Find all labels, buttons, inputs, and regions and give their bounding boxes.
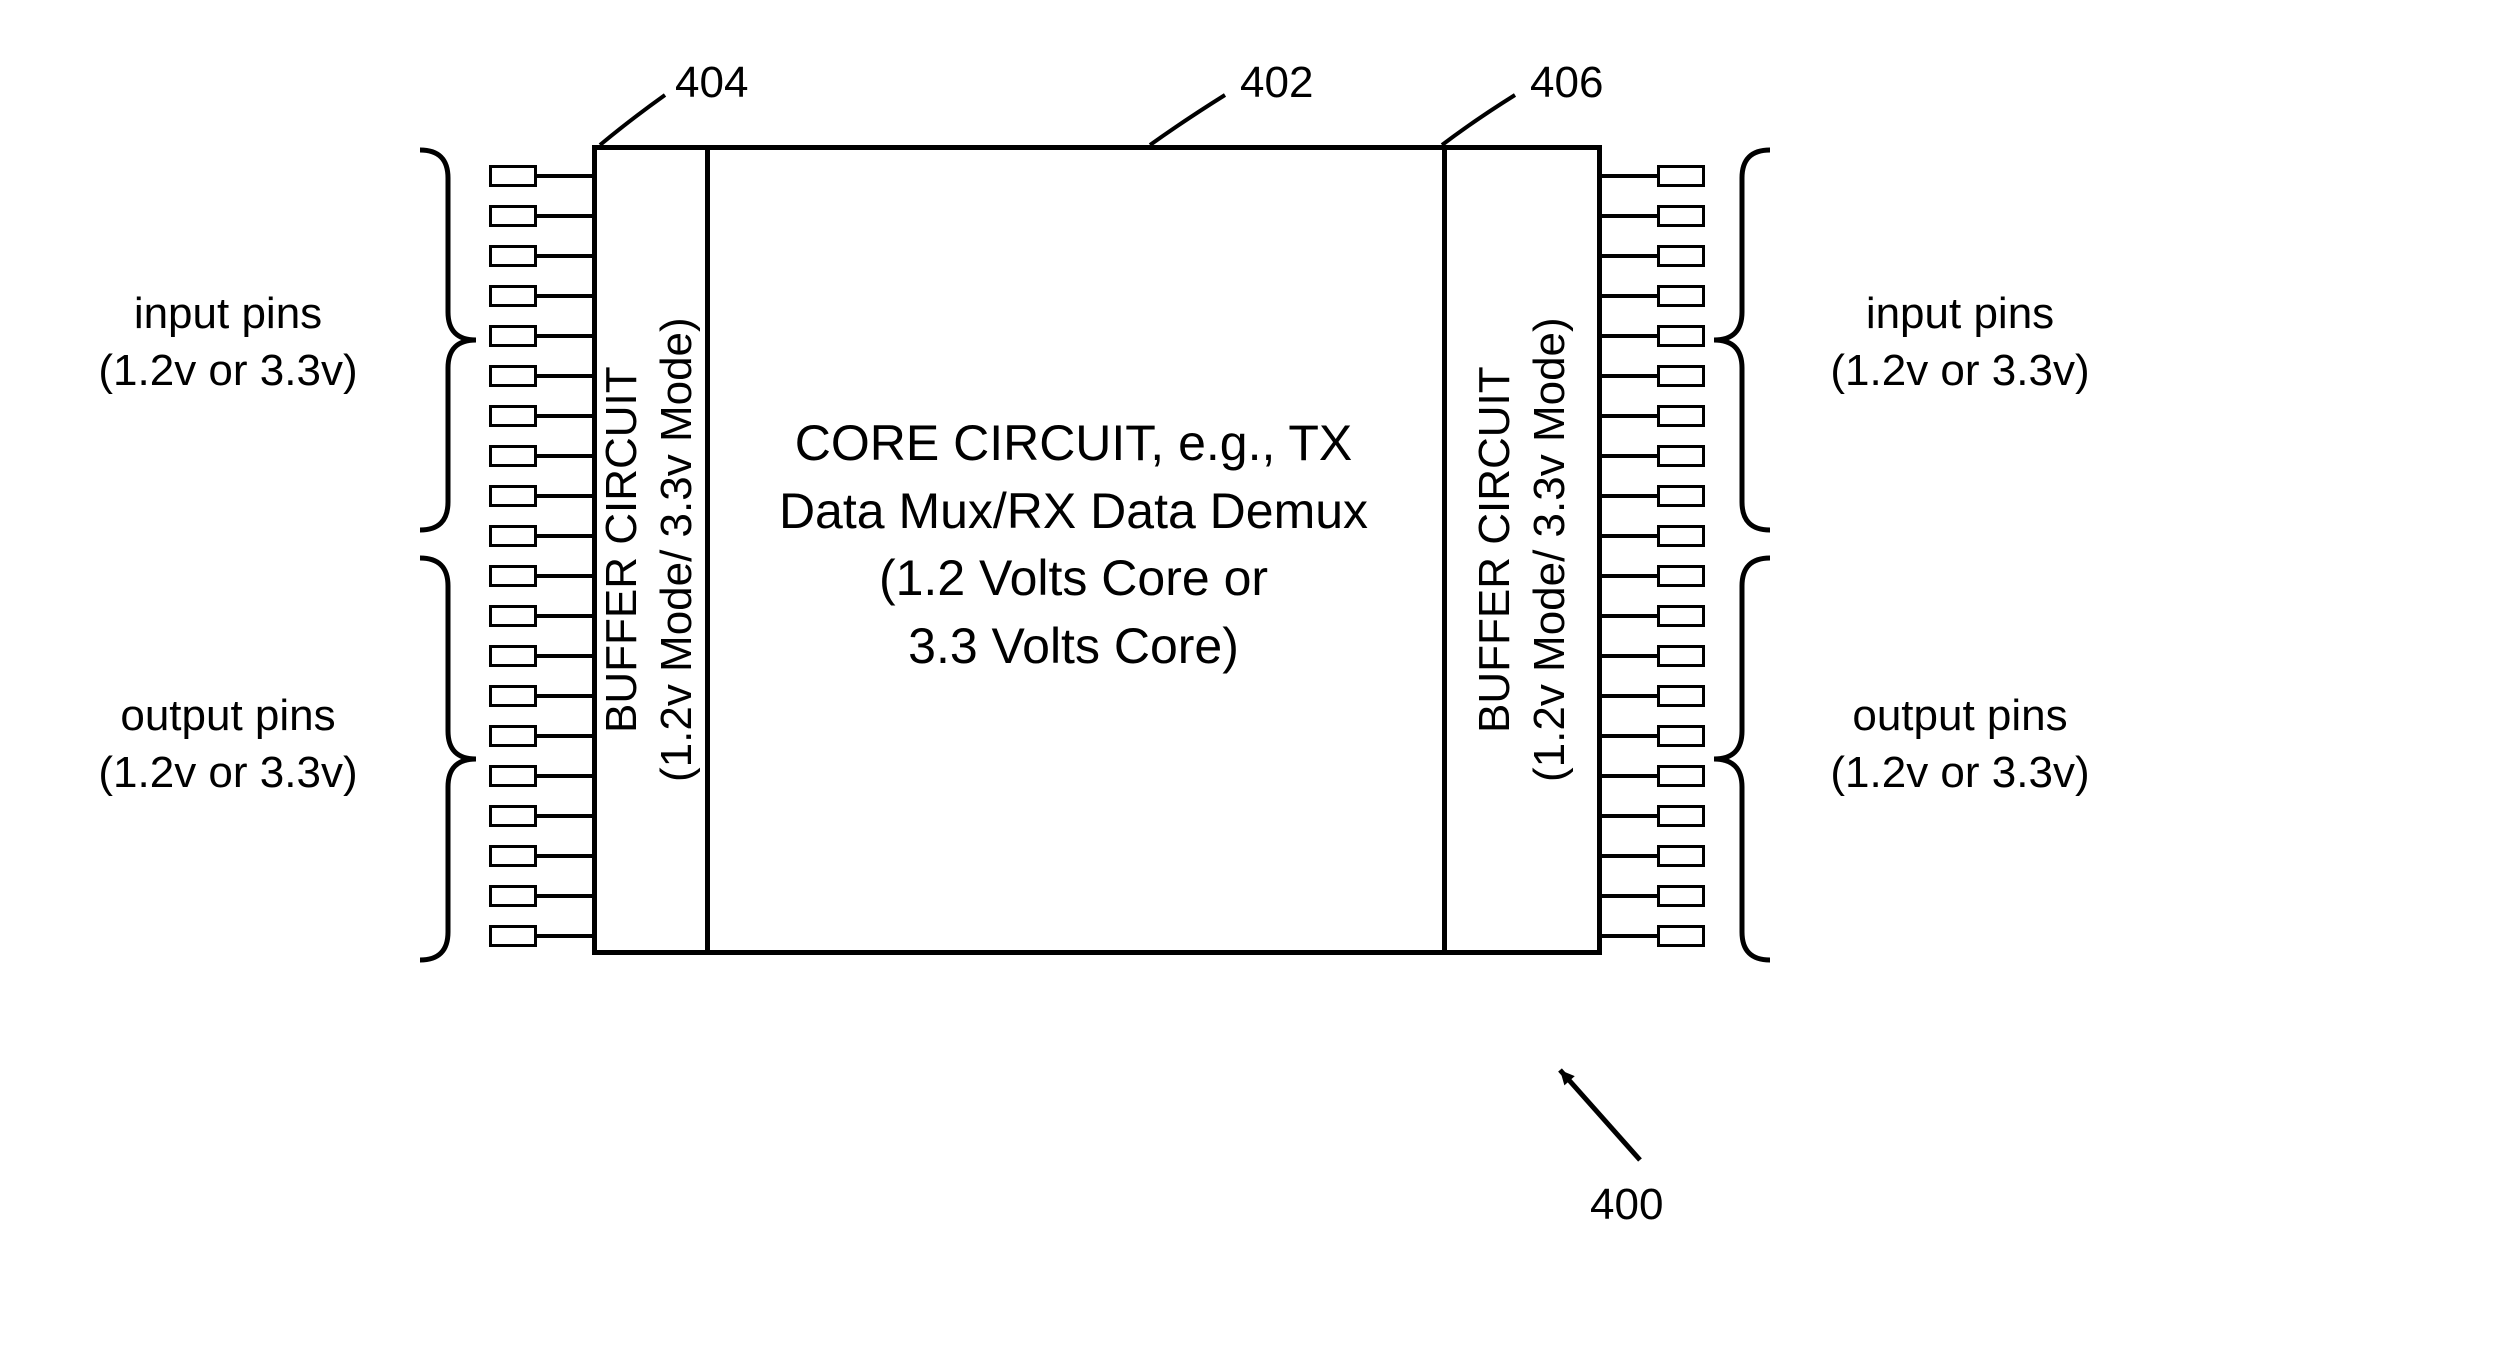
arrow-400 <box>0 0 2501 1345</box>
diagram-canvas: BUFFER CIRCUIT (1.2v Mode/ 3.3v Mode)BUF… <box>0 0 2501 1345</box>
